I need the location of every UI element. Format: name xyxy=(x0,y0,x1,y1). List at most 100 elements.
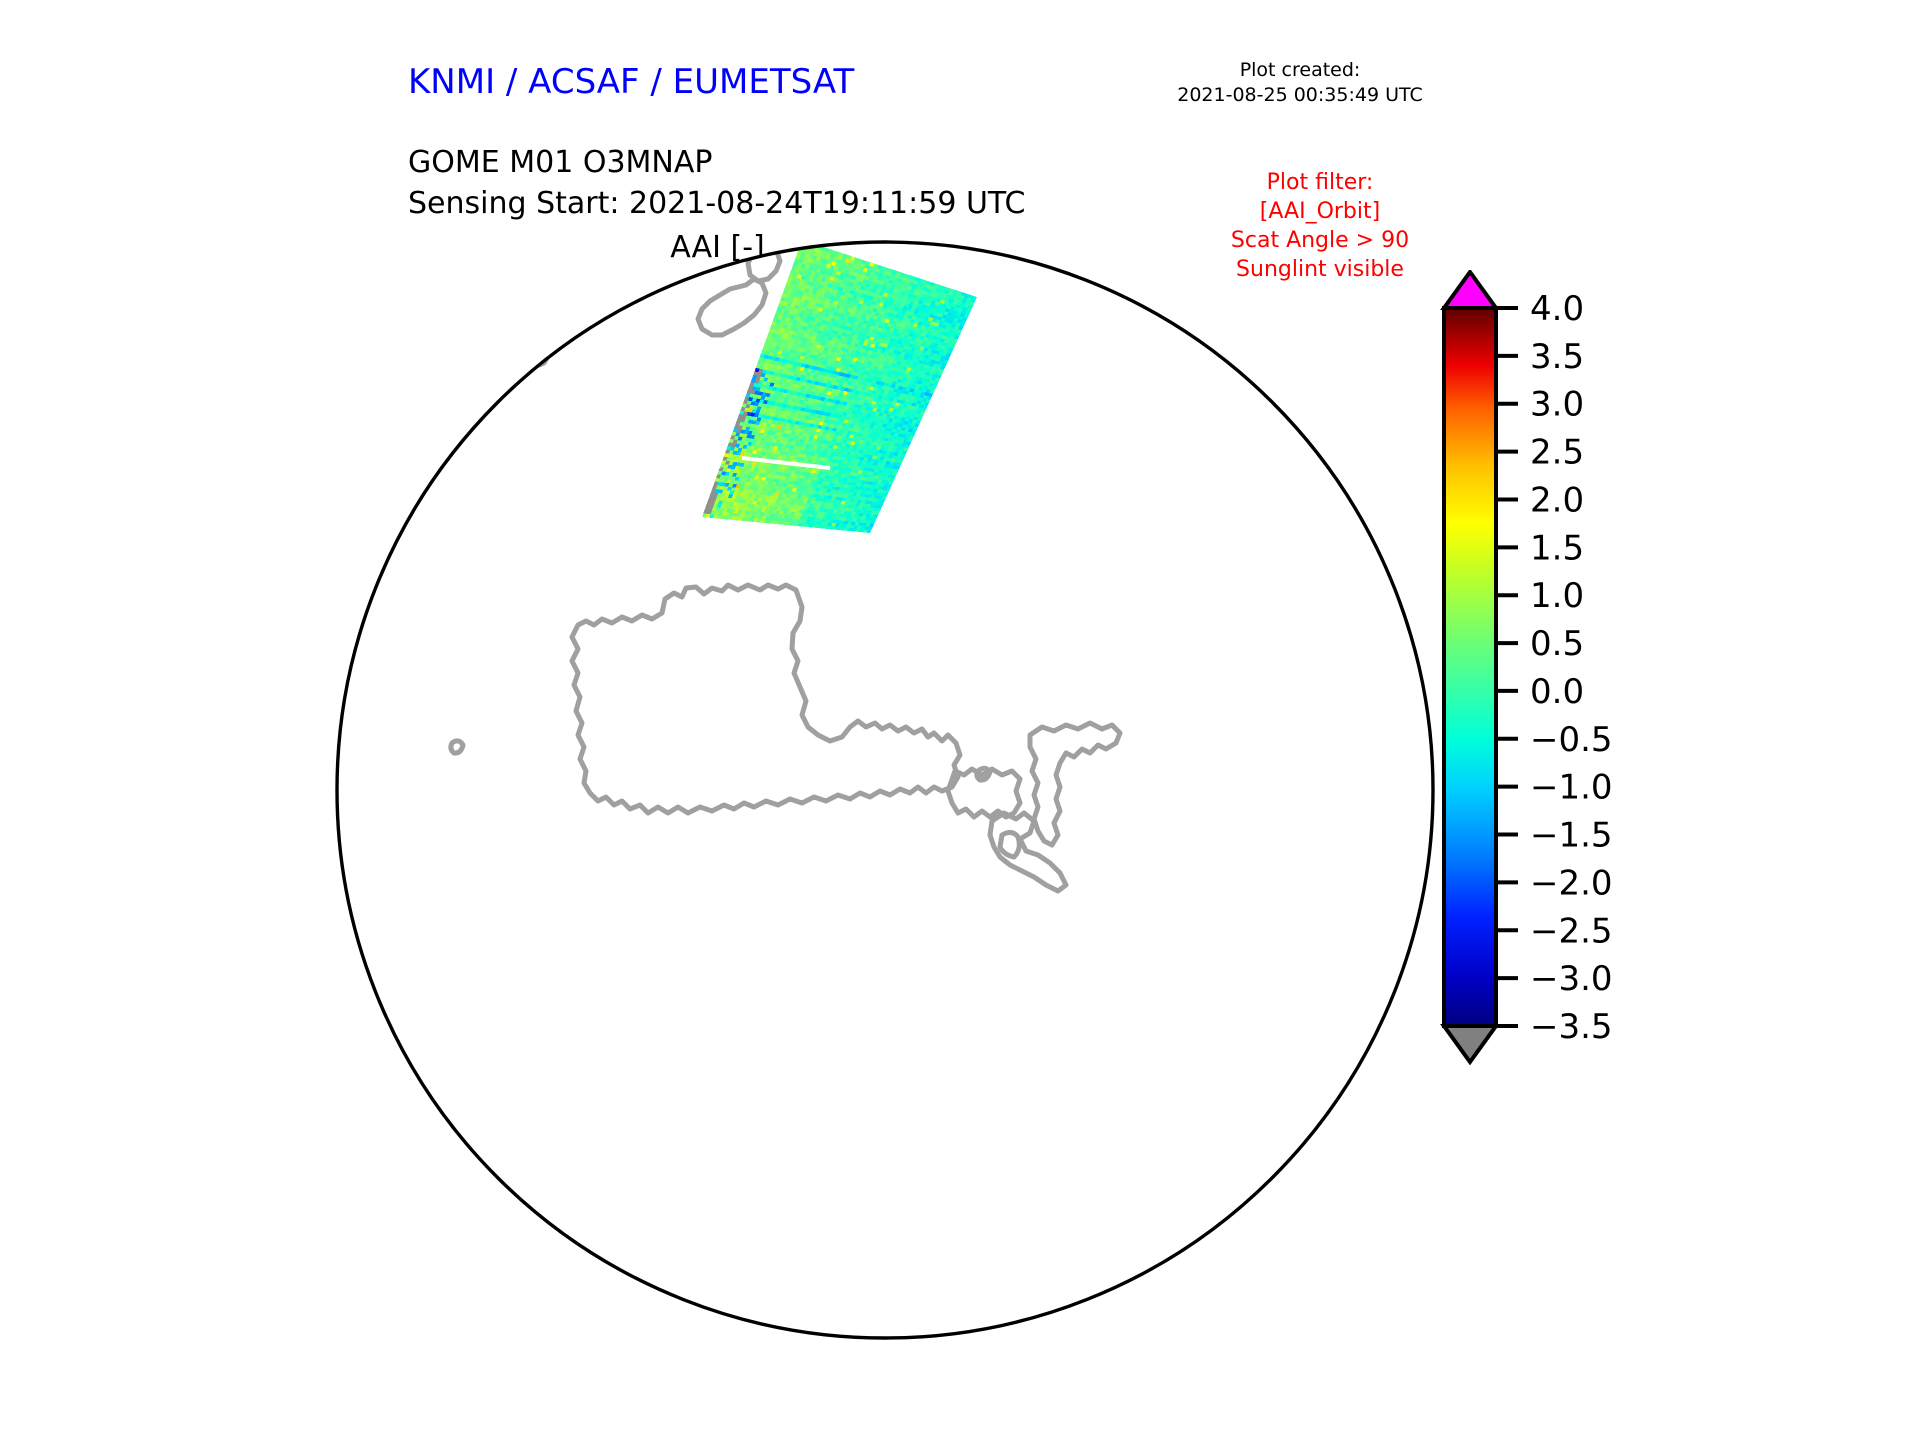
swath-cell xyxy=(792,466,798,471)
swath-cell xyxy=(877,305,883,311)
swath-cell xyxy=(933,353,939,358)
swath-cell xyxy=(783,297,790,303)
swath-cell xyxy=(881,460,887,465)
swath-cell xyxy=(822,450,828,455)
swath-cell xyxy=(916,373,922,378)
swath-cell xyxy=(827,369,833,374)
swath-cell xyxy=(861,496,867,501)
swath-cell xyxy=(853,343,859,348)
swath-cell xyxy=(853,364,859,369)
swath-cell xyxy=(852,305,858,311)
swath-cell xyxy=(865,272,871,277)
swath-cell xyxy=(949,316,955,321)
swath-cell xyxy=(756,428,762,433)
swath-cell xyxy=(859,429,865,434)
swath-cell xyxy=(804,375,810,380)
swath-cell xyxy=(868,491,874,495)
swath-cell xyxy=(852,499,859,503)
swath-cell xyxy=(811,459,817,464)
swath-cell xyxy=(895,332,901,337)
swath-cell xyxy=(947,350,953,355)
swath-cell xyxy=(940,288,946,294)
swath-cell xyxy=(875,508,881,512)
swath-cell xyxy=(829,264,835,270)
swath-cell xyxy=(786,473,792,477)
swath-cell xyxy=(794,442,800,447)
swath-cell xyxy=(869,504,876,508)
swath-cell xyxy=(758,357,764,362)
swath-cell xyxy=(750,389,756,395)
swath-cell xyxy=(749,467,755,472)
swath-cell xyxy=(863,409,869,414)
swath-cell xyxy=(862,301,868,306)
swath-cell xyxy=(948,298,954,304)
swath-cell xyxy=(864,294,870,300)
swath-cell xyxy=(924,305,930,310)
swath-cell xyxy=(882,403,888,408)
swath-cell xyxy=(728,450,734,455)
swath-cell xyxy=(887,464,893,469)
swath-cell xyxy=(741,499,747,504)
swath-cell xyxy=(875,482,881,487)
swath-cell xyxy=(847,296,853,302)
swath-cell xyxy=(824,475,830,479)
polar-map-svg[interactable] xyxy=(330,235,1440,1345)
swath-cell xyxy=(882,430,888,435)
swath-cell xyxy=(789,371,795,377)
swath-cell xyxy=(795,438,801,443)
swath-cell xyxy=(915,420,921,425)
swath-cell xyxy=(815,256,821,262)
swath-cell xyxy=(924,316,930,321)
swath-cell xyxy=(867,310,873,315)
swath-cell xyxy=(808,331,814,336)
swath-cell xyxy=(842,390,848,396)
swath-cell xyxy=(901,309,907,314)
swath-cell xyxy=(902,393,908,398)
swath-cell xyxy=(906,384,913,389)
swath-cell xyxy=(742,517,748,522)
swath-cell xyxy=(771,375,777,380)
swath-cell xyxy=(930,310,936,316)
swath-cell xyxy=(737,509,743,514)
map-plot-area[interactable] xyxy=(330,235,1440,1345)
swath-cell xyxy=(953,307,959,312)
swath-cell xyxy=(847,359,853,364)
swath-cell xyxy=(877,415,883,420)
swath-cell xyxy=(917,397,923,402)
swath-cell xyxy=(797,362,803,367)
swath-cell xyxy=(795,324,801,329)
swath-cell xyxy=(829,384,835,389)
swath-cell xyxy=(894,364,901,369)
swath-cell xyxy=(828,519,834,523)
swath-cell xyxy=(799,355,805,360)
swath-cell xyxy=(789,271,795,277)
swath-cell xyxy=(804,299,810,305)
swath-cell xyxy=(884,340,890,345)
swath-cell xyxy=(728,494,733,499)
swath-cell xyxy=(926,348,933,353)
swath-cell xyxy=(801,492,807,497)
aai-data-swath[interactable] xyxy=(702,240,977,533)
swath-cell xyxy=(807,458,813,463)
swath-cell xyxy=(820,300,826,306)
swath-cell xyxy=(832,258,838,263)
colorbar-area[interactable]: 4.0 3.5 3.0 2.5 2.0 1.5 1.0 0.5 0.0 −0.5 −1.0 −1.5−… xyxy=(1430,270,1760,1100)
swath-cell xyxy=(740,459,746,464)
swath-cell xyxy=(880,266,886,271)
swath-cell xyxy=(787,518,793,523)
swath-cell xyxy=(838,309,844,314)
swath-cell xyxy=(939,348,945,353)
swath-cell xyxy=(774,492,780,497)
swath-cell xyxy=(747,514,753,519)
swath-cell xyxy=(870,485,876,489)
swath-cell xyxy=(823,429,829,434)
swath-cell xyxy=(878,502,884,506)
swath-cell xyxy=(941,362,947,367)
swath-cell xyxy=(820,323,826,328)
swath-cell xyxy=(838,263,844,269)
swath-cell xyxy=(824,267,830,272)
swath-cell xyxy=(833,254,839,260)
swath-cell xyxy=(786,389,792,395)
swath-cell xyxy=(843,347,849,353)
colorbar-svg[interactable]: 4.03.53.02.52.01.51.00.50.0−0.5−1.0−1.5−… xyxy=(1430,270,1760,1100)
